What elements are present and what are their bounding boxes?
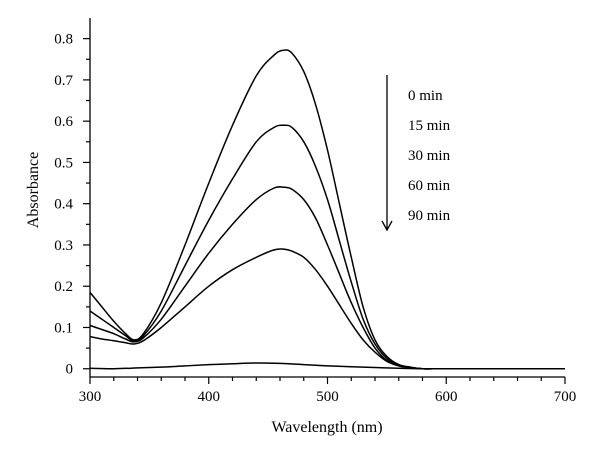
series-line-90-min bbox=[89, 362, 565, 370]
legend-label: 0 min bbox=[408, 88, 443, 104]
legend-label: 90 min bbox=[408, 208, 451, 224]
legend-label: 15 min bbox=[408, 118, 451, 134]
x-tick-label: 700 bbox=[554, 389, 577, 405]
y-tick-label: 0.1 bbox=[54, 320, 73, 336]
y-tick-label: 0.6 bbox=[54, 114, 73, 130]
x-tick-label: 500 bbox=[316, 389, 339, 405]
series-line-0-min bbox=[89, 49, 565, 370]
legend: 0 min 15 min 30 min 60 min 90 min bbox=[381, 75, 451, 232]
y-tick-label: 0.8 bbox=[54, 32, 73, 48]
series-line-15-min bbox=[89, 124, 565, 370]
y-tick-label: 0 bbox=[66, 362, 74, 378]
series-line-60-min bbox=[89, 248, 565, 370]
x-tick-label: 600 bbox=[435, 389, 458, 405]
x-axis-ticks: 300 400 500 600 700 bbox=[79, 377, 577, 405]
legend-arrow-head bbox=[381, 220, 393, 232]
y-axis-ticks: 0 0.1 0.2 0.3 0.4 0.5 0.6 0.7 0.8 bbox=[54, 32, 90, 378]
x-tick-label: 400 bbox=[198, 389, 221, 405]
legend-label: 30 min bbox=[408, 148, 451, 164]
y-tick-label: 0.7 bbox=[54, 73, 73, 89]
x-tick-label: 300 bbox=[79, 389, 102, 405]
y-axis-title: Absorbance bbox=[25, 152, 42, 228]
y-tick-label: 0.2 bbox=[54, 279, 73, 295]
legend-label: 60 min bbox=[408, 178, 451, 194]
y-tick-label: 0.3 bbox=[54, 238, 73, 254]
x-axis-title: Wavelength (nm) bbox=[271, 419, 382, 436]
series-line-30-min bbox=[89, 185, 565, 370]
y-tick-label: 0.4 bbox=[54, 197, 73, 213]
y-tick-label: 0.5 bbox=[54, 155, 73, 171]
series-curves bbox=[89, 49, 565, 370]
